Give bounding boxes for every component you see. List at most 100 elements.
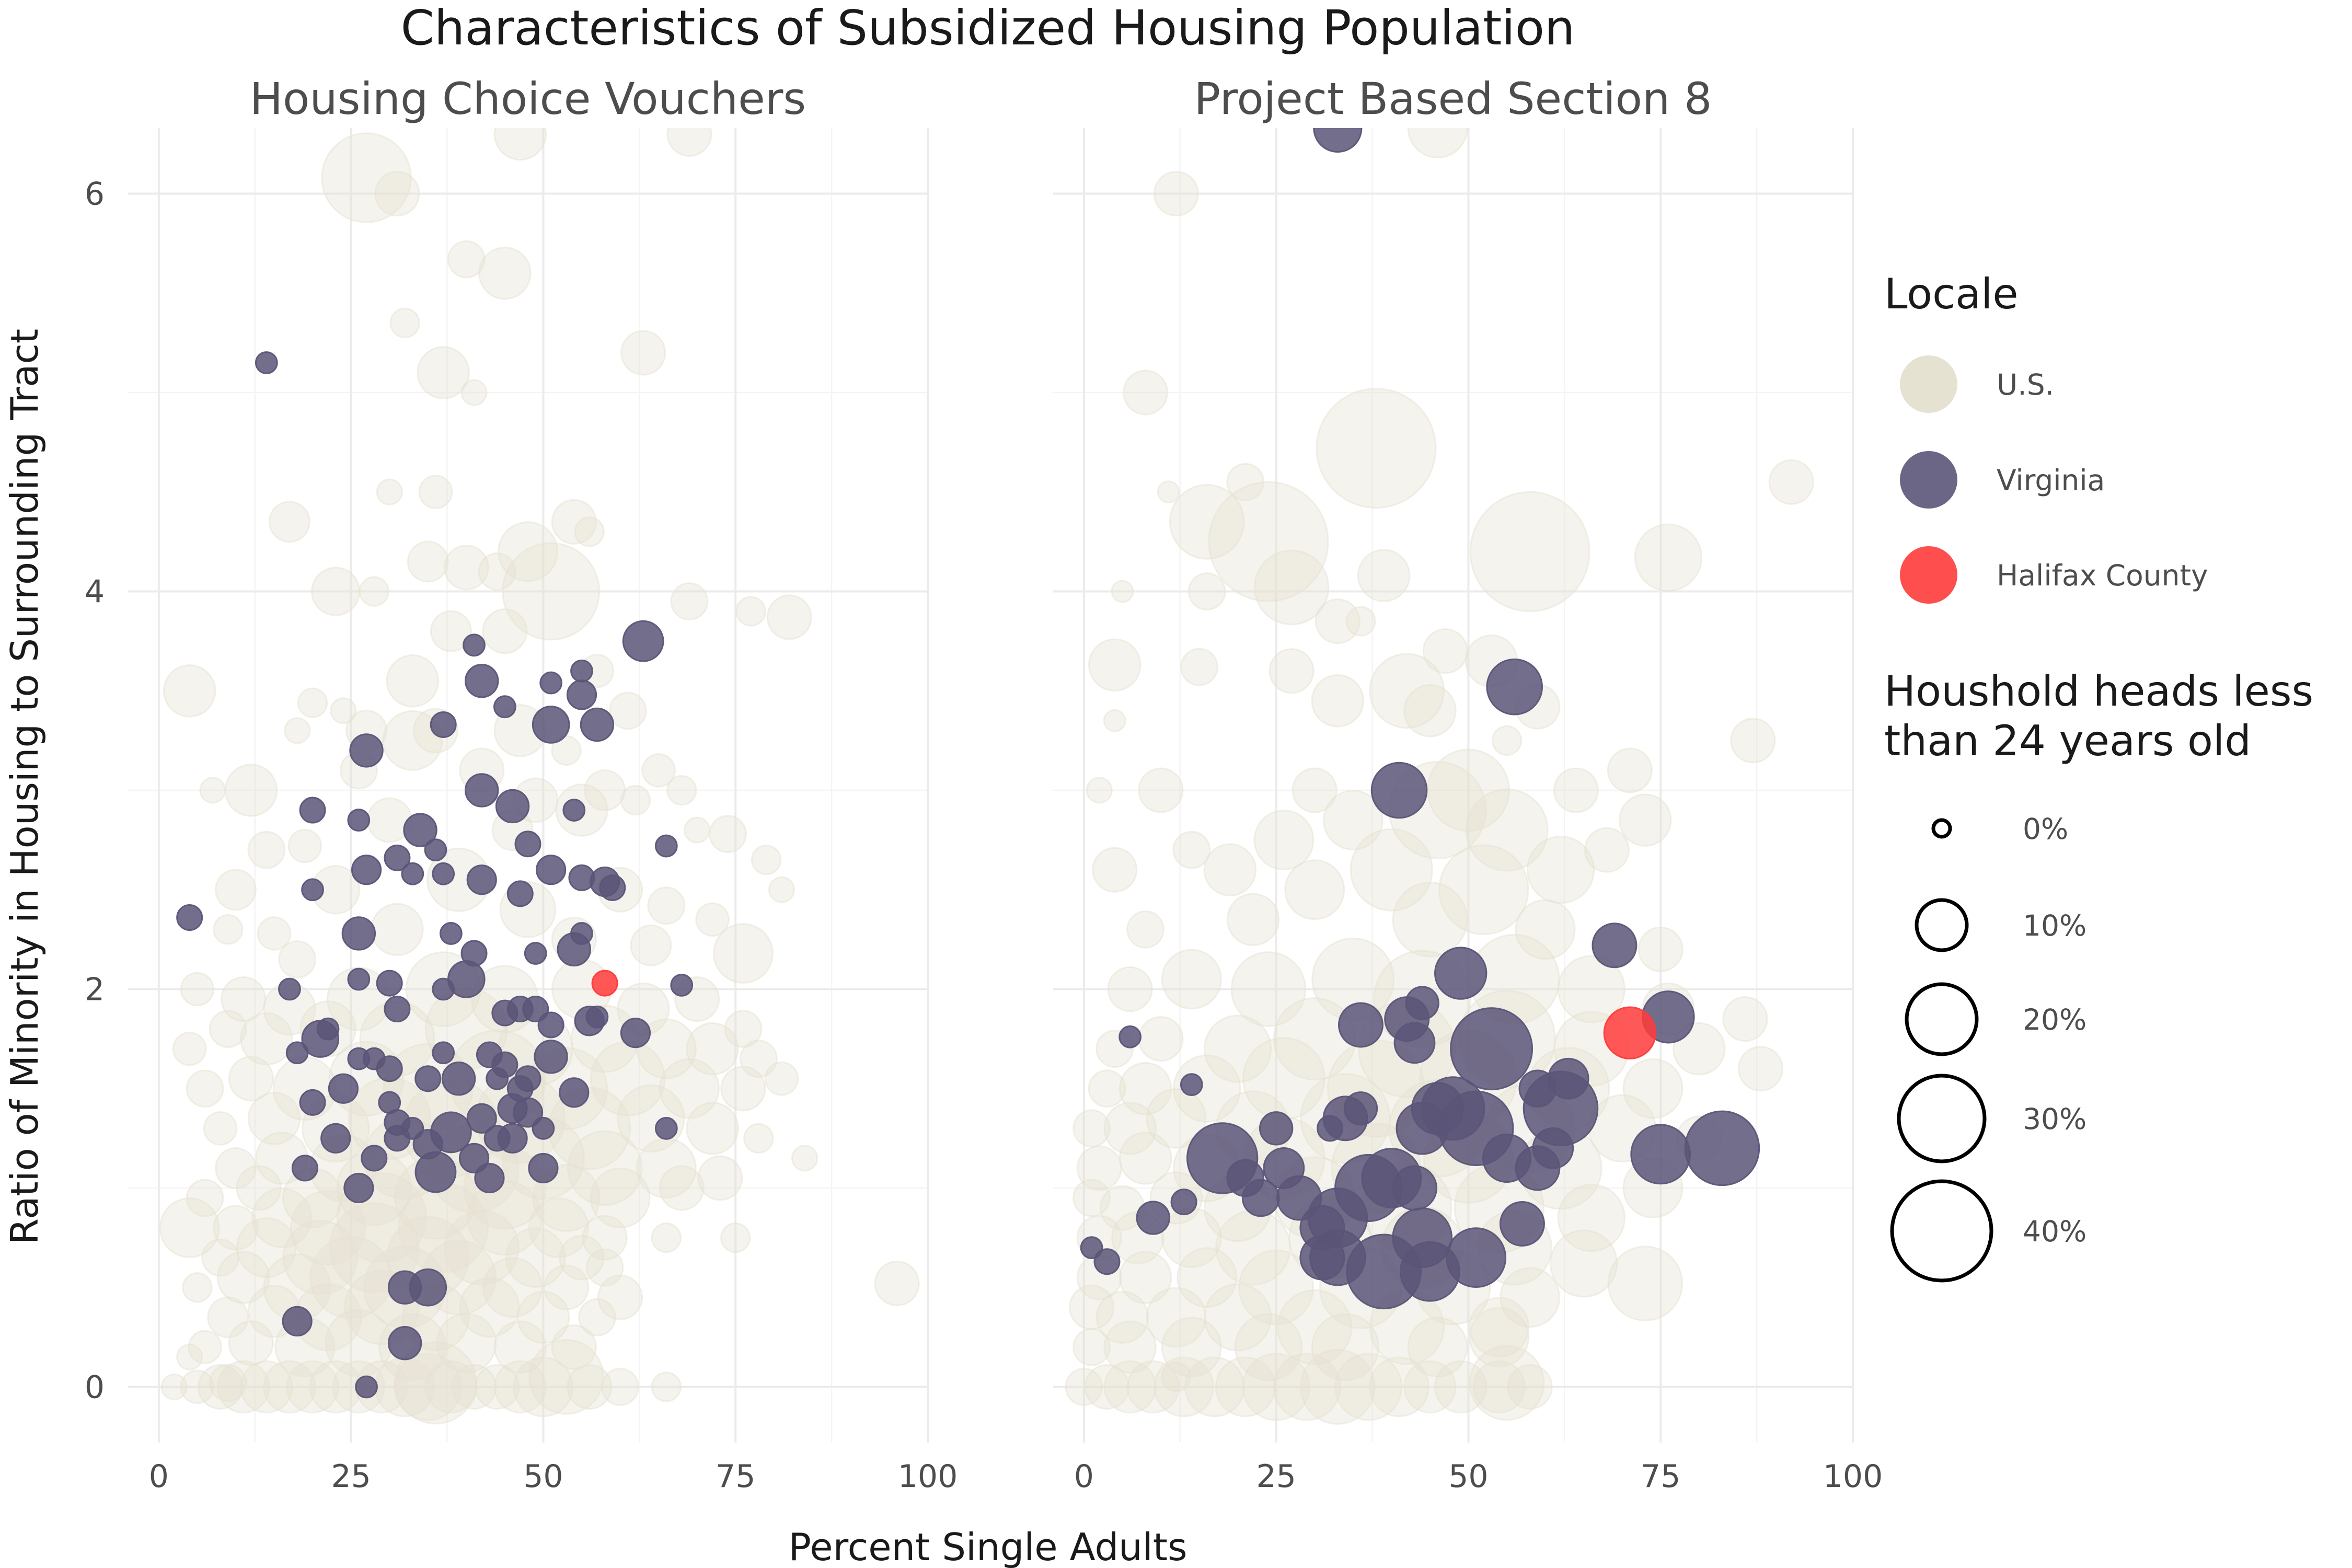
x-tick-label: 0 [1074,1458,1094,1495]
virginia-point [1313,128,1363,153]
us-point [1634,523,1703,592]
virginia-point [620,1018,651,1048]
us-point [1584,827,1630,873]
us-point [1138,767,1184,813]
us-point [209,1010,247,1048]
virginia-point [1434,947,1488,1000]
virginia-point [282,1306,313,1337]
us-point [1253,549,1330,626]
virginia-point [432,977,455,1001]
us-point [1737,1046,1783,1092]
virginia-point [506,880,534,907]
virginia-point [376,1055,403,1082]
us-point [1515,899,1576,960]
us-point [709,815,747,854]
size-legend-key [1897,1074,1987,1163]
us-point [247,1092,301,1145]
color-legend-key [1900,451,1957,509]
us-point [287,828,322,863]
x-tick-label: 25 [331,1458,371,1495]
us-point [460,379,488,406]
us-point [290,1190,366,1266]
us-point [1073,1109,1111,1148]
virginia-point [536,855,567,885]
us-point [791,1145,818,1172]
us-point [697,1155,743,1201]
virginia-point [1241,1179,1280,1217]
us-point [389,307,420,338]
us-point [215,869,257,911]
us-point [180,1369,215,1404]
us-point [1153,171,1199,217]
us-point [1622,1058,1684,1119]
panel-title: Project Based Section 8 [1194,73,1712,124]
virginia-point [351,855,382,885]
us-point [1426,748,1510,832]
us-point [436,1312,497,1374]
us-point [478,247,532,300]
us-point [213,1205,259,1251]
us-point [559,1235,605,1281]
virginia-point [1093,1248,1121,1275]
us-point [551,735,582,766]
virginia-point [361,1145,388,1172]
us-point [269,501,310,543]
virginia-point [439,922,463,945]
us-point [1203,843,1257,896]
x-tick-label: 75 [716,1458,755,1495]
us-point [1300,1349,1376,1425]
virginia-point [559,1077,590,1108]
virginia-point [514,831,541,858]
y-tick-label: 4 [85,574,105,610]
virginia-point [1684,1110,1760,1186]
virginia-point [512,1097,544,1128]
us-point [1269,648,1315,694]
us-point [159,1197,220,1258]
us-point [447,240,486,279]
us-point [359,576,389,607]
us-point [1242,1353,1310,1421]
x-axis-title: Percent Single Adults [788,1525,1187,1568]
virginia-point [1338,1002,1383,1048]
us-point [1203,1283,1272,1352]
us-point [1438,844,1529,935]
us-point [1119,1251,1172,1304]
virginia-point [409,1268,447,1307]
virginia-point [1343,1091,1378,1126]
us-point [1557,1183,1625,1252]
us-point [1345,606,1376,637]
us-point [1469,1297,1530,1358]
us-point [1119,1132,1172,1185]
us-point [1169,484,1245,560]
us-point [203,1111,238,1146]
y-tick-label: 6 [85,176,105,213]
us-point [1111,580,1134,603]
us-point [1103,1102,1157,1155]
us-point [766,594,812,640]
us-point [636,1018,697,1079]
us-point [544,1264,590,1310]
virginia-point [1592,923,1638,969]
us-point [720,1066,766,1112]
us-point [743,1123,774,1154]
us-point [1230,951,1307,1027]
us-point [713,923,774,984]
size-legend-label: 10% [2023,909,2086,942]
us-point [1403,684,1457,737]
us-point [257,916,292,951]
us-point [751,845,782,875]
us-point [574,516,605,547]
points [1065,128,1814,1425]
virginia-point [301,878,324,902]
virginia-point [343,1172,374,1204]
us-point [198,1364,244,1410]
us-point [1172,831,1211,869]
virginia-point [465,664,499,698]
virginia-point [1515,1145,1561,1191]
virginia-point [1450,1007,1534,1091]
us-point [724,1010,763,1048]
us-point [1126,910,1165,949]
us-point [286,1360,339,1414]
us-point [224,764,278,817]
